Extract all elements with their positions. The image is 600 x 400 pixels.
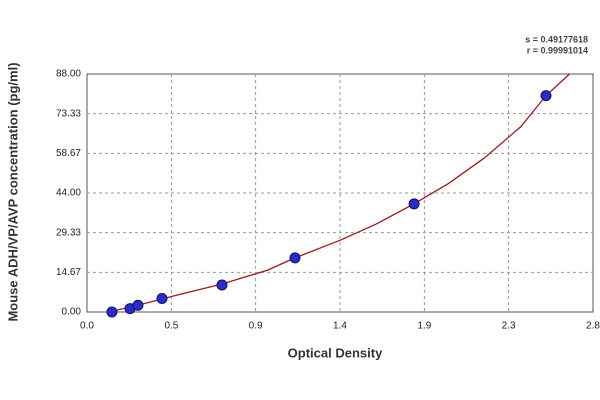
data-point (156, 292, 168, 304)
fit-curve (108, 73, 570, 313)
y-tick-label: 44.00 (56, 188, 81, 199)
data-point (106, 306, 118, 318)
y-tick-label: 88.00 (56, 69, 81, 80)
y-axis-title: Mouse ADH/VP/AVP concentration (pg/ml) (5, 62, 20, 321)
y-tick-label: 29.33 (56, 227, 81, 238)
y-tick-label: 0.00 (62, 307, 82, 318)
x-tick-label: 2.8 (586, 321, 600, 332)
data-point (408, 198, 420, 210)
data-point (540, 90, 552, 102)
annotation: s = 0.49177618 (525, 34, 588, 44)
data-point (216, 279, 228, 291)
y-tick-label: 73.33 (56, 108, 81, 119)
x-tick-label: 0.0 (80, 321, 94, 332)
annotation: r = 0.99991014 (527, 45, 588, 55)
data-point (132, 299, 144, 311)
x-tick-label: 1.4 (333, 321, 347, 332)
x-tick-label: 0.9 (249, 321, 263, 332)
data-point (289, 252, 301, 264)
y-tick-label: 14.67 (56, 267, 81, 278)
y-tick-label: 58.67 (56, 148, 81, 159)
x-tick-label: 0.5 (164, 321, 178, 332)
x-tick-label: 2.3 (502, 321, 516, 332)
x-axis-title: Optical Density (288, 345, 383, 360)
x-tick-label: 1.9 (417, 321, 431, 332)
